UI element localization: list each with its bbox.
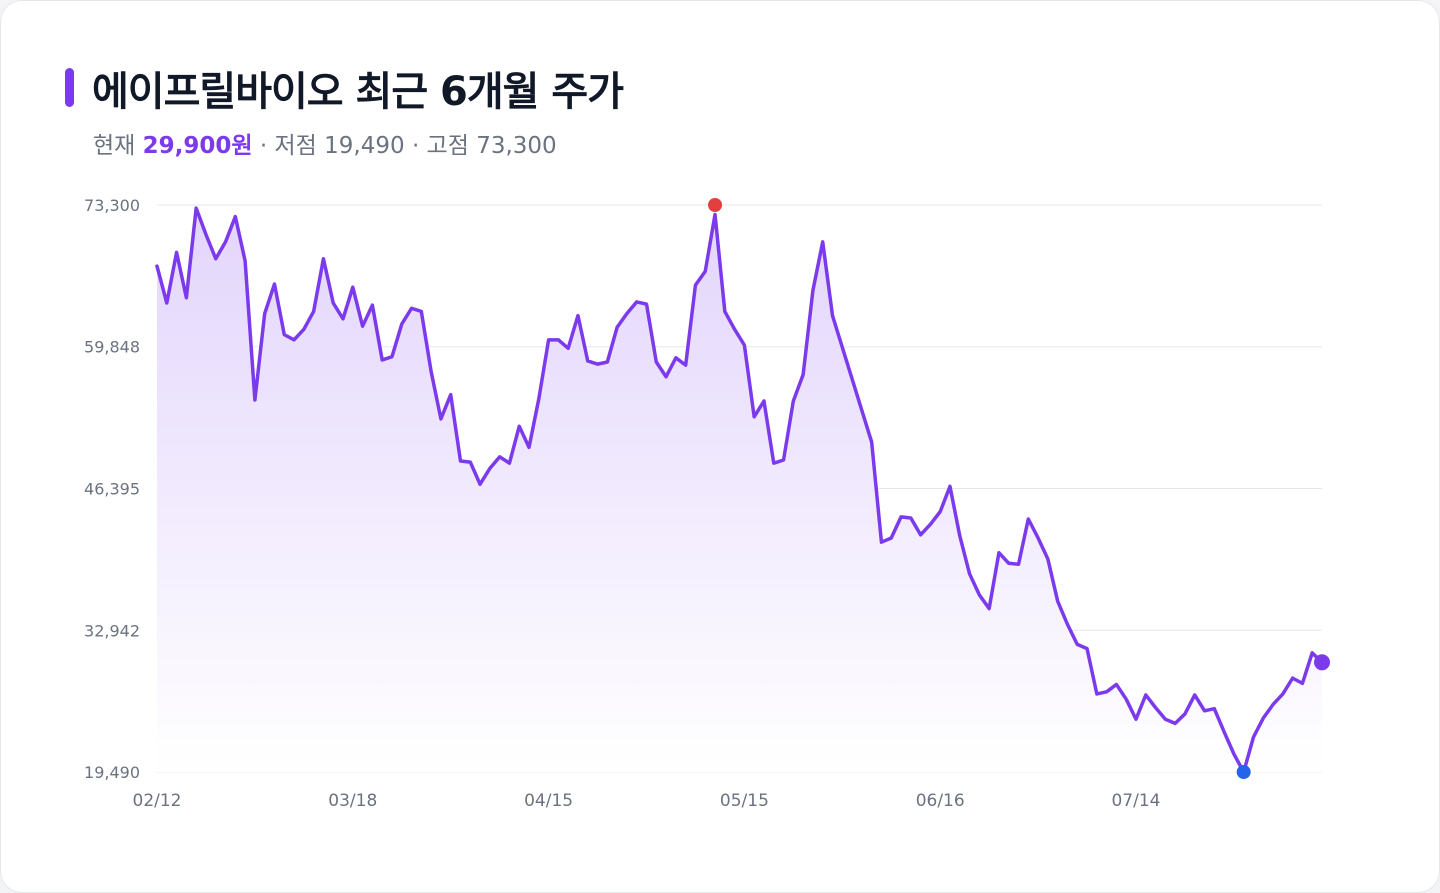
current-point-marker <box>1314 654 1330 671</box>
low-label: · 저점 <box>259 133 317 159</box>
high-price: 73,300 <box>476 133 557 159</box>
x-axis-ticks: 02/12 03/18 04/15 05/15 06/16 07/14 <box>133 791 1161 811</box>
high-point-marker <box>708 198 723 212</box>
price-summary: 현재 29,900원 · 저점 19,490 · 고점 73,300 <box>93 126 557 160</box>
y-tick-label: 73,300 <box>84 196 140 215</box>
x-tick-label: 02/12 <box>133 791 182 811</box>
current-price: 29,900원 <box>142 133 253 159</box>
y-tick-label: 59,848 <box>84 338 140 357</box>
y-axis-ticks: 73,300 59,848 46,395 32,942 19,490 <box>84 196 140 782</box>
x-tick-label: 07/14 <box>1111 791 1160 811</box>
chart-title: 에이프릴바이오 최근 6개월 주가 <box>92 69 624 115</box>
price-line <box>155 206 1324 774</box>
x-tick-label: 05/15 <box>720 791 769 811</box>
y-tick-label: 32,942 <box>84 621 140 640</box>
y-tick-label: 19,490 <box>84 763 140 782</box>
title-accent-bar <box>65 68 74 107</box>
x-tick-label: 03/18 <box>328 791 377 811</box>
x-tick-label: 04/15 <box>524 791 573 811</box>
high-label: · 고점 <box>411 133 469 159</box>
y-tick-label: 46,395 <box>84 480 140 499</box>
low-price: 19,490 <box>324 133 405 159</box>
price-area <box>157 208 1322 772</box>
low-point-marker <box>1236 765 1251 779</box>
current-label: 현재 <box>93 133 136 159</box>
x-tick-label: 06/16 <box>916 791 965 811</box>
